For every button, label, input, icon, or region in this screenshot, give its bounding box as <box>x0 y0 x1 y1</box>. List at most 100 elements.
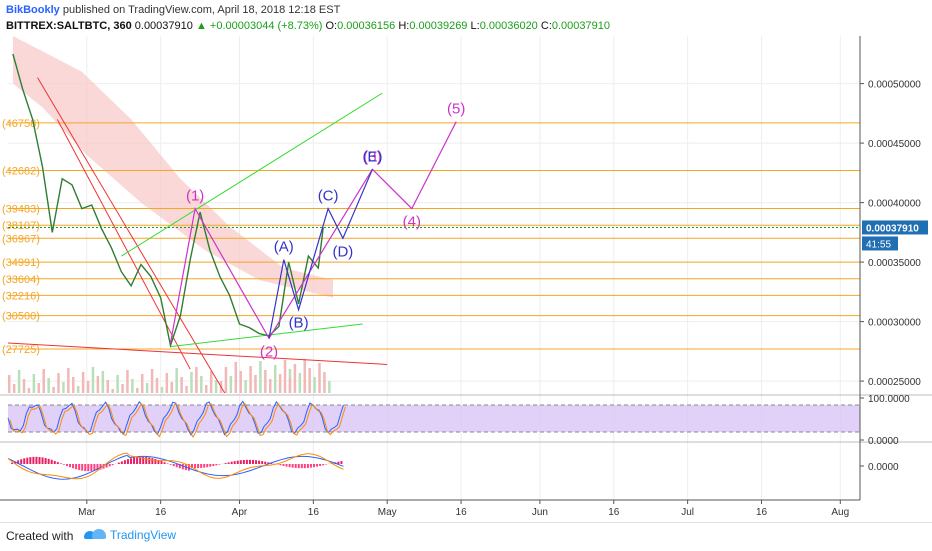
volume-bar <box>33 374 36 393</box>
macd-histogram-bar <box>255 460 257 464</box>
macd-histogram-bar <box>57 462 59 464</box>
fib-label: (33604) <box>2 274 40 286</box>
macd-histogram-bar <box>51 460 53 464</box>
volume-bar <box>264 370 267 393</box>
macd-histogram-bar <box>60 463 62 464</box>
macd-histogram-bar <box>234 461 236 464</box>
macd-histogram-bar <box>63 464 65 465</box>
fib-label: (42682) <box>2 165 40 177</box>
x-tick-label: 16 <box>155 507 167 518</box>
volume-bar <box>136 388 139 393</box>
volume-bar <box>289 378 292 393</box>
x-tick-label: Apr <box>232 507 248 518</box>
fib-label: (30500) <box>2 311 40 323</box>
volume-bar <box>97 376 100 393</box>
volume-bar <box>87 381 90 393</box>
macd-histogram-bar <box>118 463 120 464</box>
macd-histogram-bar <box>206 464 208 467</box>
fib-label: (34991) <box>2 257 40 269</box>
x-tick-label: Mar <box>78 507 96 518</box>
tradingview-brand-text: TradingView <box>110 528 176 542</box>
macd-histogram-bar <box>200 464 202 468</box>
macd-histogram-bar <box>78 464 80 470</box>
macd-histogram-bar <box>197 464 199 468</box>
macd-histogram-bar <box>136 457 138 464</box>
macd-histogram-bar <box>173 464 175 466</box>
macd-histogram-bar <box>289 464 291 467</box>
macd-histogram-bar <box>261 461 263 464</box>
macd-histogram-bar <box>109 464 111 466</box>
volume-bar <box>254 375 257 393</box>
y-tick-label: 0.00040000 <box>868 199 921 210</box>
y-tick-label: 0.00045000 <box>868 139 921 150</box>
volume-bar <box>131 379 134 393</box>
macd-histogram-bar <box>48 459 50 464</box>
macd-histogram-bar <box>295 464 297 468</box>
volume-bar <box>102 371 105 393</box>
volume-bar <box>279 374 282 393</box>
macd-histogram-bar <box>194 464 196 468</box>
macd-histogram-bar <box>66 464 68 466</box>
volume-bar <box>116 375 119 393</box>
volume-bars <box>8 359 331 393</box>
volume-bar <box>235 362 238 393</box>
macd-histogram-bar <box>298 464 300 468</box>
volume-bar <box>166 373 169 393</box>
wave-label: (4) <box>403 214 421 231</box>
fib-label: (32216) <box>2 290 40 302</box>
macd-histogram-bar <box>325 464 327 465</box>
volume-bar <box>323 372 326 393</box>
macd-histogram-bar <box>218 464 220 465</box>
volume-bar <box>92 367 95 393</box>
macd-histogram-bar <box>301 464 303 468</box>
macd-histogram-bar <box>215 464 217 465</box>
volume-bar <box>126 370 129 393</box>
x-tick-label: 16 <box>456 507 468 518</box>
volume-bar <box>42 369 45 393</box>
volume-bar <box>82 372 85 393</box>
last-price-label: 0.00037910 <box>866 223 919 234</box>
volume-bar <box>215 380 218 393</box>
macd-histogram-bar <box>161 461 163 464</box>
volume-bar <box>269 379 272 393</box>
tradingview-brand-link[interactable]: TradingView <box>84 528 176 542</box>
volume-bar <box>146 383 149 393</box>
price-chart[interactable]: (46758)(42682)(39483)(38107)(36967)(3499… <box>0 0 932 522</box>
volume-bar <box>18 370 21 393</box>
macd-histogram-bar <box>243 460 245 464</box>
x-tick-label: Jun <box>532 507 548 518</box>
macd-histogram-bar <box>246 460 248 464</box>
volume-bar <box>62 382 65 393</box>
macd-histogram-bar <box>316 464 318 467</box>
macd-histogram-bar <box>164 462 166 464</box>
volume-bar <box>303 359 306 393</box>
macd-histogram-bar <box>148 457 150 464</box>
volume-bar <box>77 386 80 393</box>
volume-bar <box>13 384 16 393</box>
volume-bar <box>28 388 31 393</box>
tradingview-logo-icon <box>84 529 106 541</box>
pane-tick-label: 0.0000 <box>868 462 899 473</box>
macd-histogram-bar <box>286 464 288 467</box>
macd-histogram-bar <box>90 464 92 471</box>
created-with-label: Created with <box>6 529 73 543</box>
wave-label: (B) <box>289 315 309 332</box>
macd-histogram-bar <box>29 457 31 464</box>
volume-bar <box>225 367 228 393</box>
volume-bar <box>57 373 60 393</box>
volume-bar <box>38 383 41 393</box>
macd-histogram-bar <box>209 464 211 467</box>
macd-histogram-bar <box>319 464 321 466</box>
macd-histogram-bar <box>54 461 56 464</box>
macd-histogram-bar <box>151 458 153 464</box>
y-tick-label: 0.00035000 <box>868 258 921 269</box>
volume-bar <box>180 377 183 393</box>
volume-bar <box>274 365 277 393</box>
macd-histogram-bar <box>176 464 178 467</box>
volume-bar <box>8 375 11 393</box>
macd-histogram-bar <box>145 457 147 464</box>
macd-histogram-bar <box>313 464 315 467</box>
pane-tick-label: 100.0000 <box>868 394 910 405</box>
volume-bar <box>111 389 114 393</box>
macd-histogram-bar <box>32 457 34 464</box>
